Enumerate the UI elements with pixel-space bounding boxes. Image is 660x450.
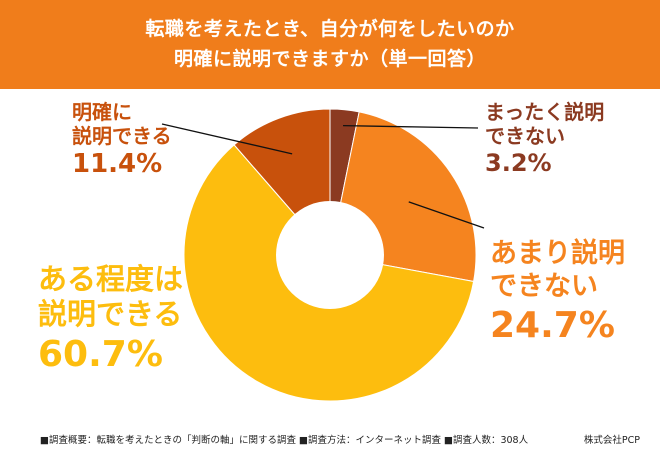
- slice-label-line1: あまり説明: [490, 238, 625, 269]
- slice-value: 11.4%: [72, 148, 163, 179]
- survey-footnote: ■調査概要：転職を考えたときの「判断の軸」に関する調査 ■調査方法：インターネッ…: [40, 435, 529, 446]
- slice-value: 60.7%: [38, 333, 163, 375]
- slice-label-somewhat-able: ある程度は 説明できる 60.7%: [38, 262, 183, 377]
- slice-label-line2: 説明できる: [72, 124, 172, 149]
- leader-line: [161, 123, 293, 155]
- slice-label-line1: 明確に: [72, 100, 132, 124]
- leader-line: [343, 125, 479, 129]
- chart-title-line-2: 明確に説明できますか（単一回答）: [173, 48, 486, 70]
- company-name: 株式会社PCP: [583, 435, 640, 446]
- slice-label-line2: できない: [485, 124, 565, 149]
- slice-label-very-unable: まったく説明 できない 3.2%: [485, 100, 604, 178]
- leader-lines: [161, 123, 485, 229]
- slice-value: 3.2%: [485, 148, 552, 177]
- leader-line: [408, 201, 485, 229]
- donut-hole: [276, 201, 384, 309]
- chart-title-line-1: 転職を考えたとき、自分が何をしたいのか: [145, 18, 515, 40]
- slice-label-line1: ある程度は: [38, 262, 184, 296]
- slice-value: 24.7%: [490, 304, 615, 346]
- slice-label-line2: 説明できる: [38, 297, 183, 332]
- slice-label-line1: まったく説明: [485, 100, 605, 124]
- slice-label-mostly-unable: あまり説明 できない 24.7%: [490, 238, 625, 348]
- slice-label-line2: できない: [490, 270, 598, 302]
- title-banner: 転職を考えたとき、自分が何をしたいのか 明確に説明できますか（単一回答）: [0, 0, 660, 89]
- slice-label-clearly-able: 明確に 説明できる 11.4%: [72, 100, 172, 181]
